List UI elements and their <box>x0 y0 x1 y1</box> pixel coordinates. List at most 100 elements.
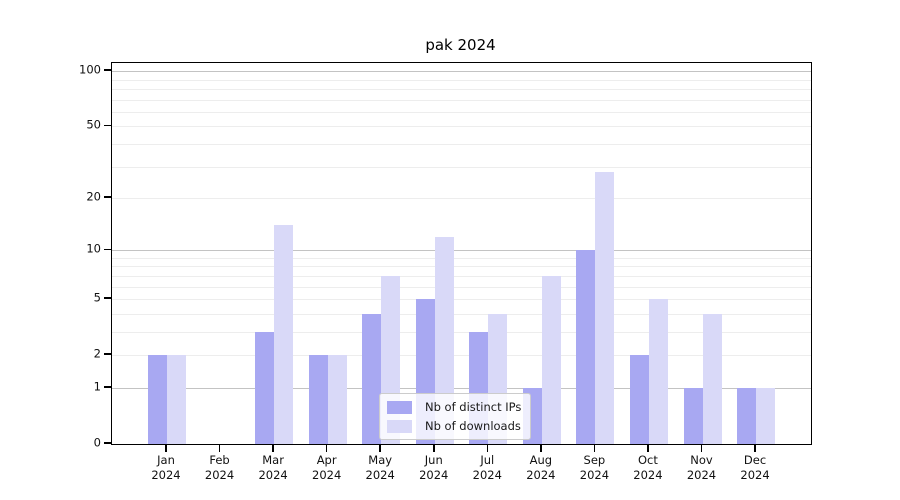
bar-downloads <box>327 355 347 444</box>
x-tick-mark <box>379 444 381 452</box>
x-tick-label-line: Feb <box>209 453 230 467</box>
bar-downloads <box>434 236 454 444</box>
bar-distinct-ips <box>255 332 275 444</box>
bar-distinct-ips <box>362 313 382 444</box>
gridline-minor <box>112 313 811 315</box>
x-tick-label-line: 2024 <box>312 468 342 482</box>
y-tick-label: 5 <box>93 290 101 305</box>
gridline-minor <box>112 257 811 259</box>
y-tick-label: 100 <box>79 62 101 77</box>
y-tick-mark <box>103 196 111 198</box>
y-tick-mark <box>103 248 111 250</box>
bar-distinct-ips <box>148 355 167 444</box>
x-tick-label-line: May <box>368 453 393 467</box>
legend-item-distinct-ips: Nb of distinct IPs <box>387 400 521 414</box>
x-tick-label: Jul 2024 <box>447 453 527 483</box>
bar-distinct-ips <box>629 355 649 444</box>
chart-title: pak 2024 <box>425 36 496 54</box>
plot-area: Nb of distinct IPs Nb of downloads <box>111 62 812 445</box>
x-tick-label-line: Apr <box>316 453 337 467</box>
x-tick-label-line: Dec <box>743 453 767 467</box>
x-tick-mark <box>593 444 596 452</box>
x-tick-label-line: Aug <box>529 453 553 467</box>
bar-downloads <box>167 355 186 444</box>
gridline-minor <box>112 331 811 333</box>
x-tick-label-line: Sep <box>583 453 606 467</box>
y-tick-label: 20 <box>86 189 101 204</box>
gridline-minor <box>112 143 811 145</box>
y-tick-mark <box>103 353 111 355</box>
gridline-minor <box>112 266 811 268</box>
x-tick-mark <box>165 444 167 452</box>
y-tick-label: 10 <box>86 241 101 256</box>
legend-item-downloads: Nb of downloads <box>387 419 521 433</box>
y-tick-mark <box>103 386 111 388</box>
x-tick-mark <box>700 444 703 452</box>
x-tick-label-line: 2024 <box>526 468 556 482</box>
bar-distinct-ips <box>683 388 703 444</box>
x-tick-label: Nov 2024 <box>662 453 742 483</box>
gridline-minor <box>112 79 811 81</box>
bar-distinct-ips <box>308 355 328 444</box>
gridline-major <box>112 71 811 73</box>
y-tick-label: 0 <box>93 435 101 450</box>
x-tick-label-line: 2024 <box>633 468 663 482</box>
legend-label-downloads: Nb of downloads <box>425 419 521 433</box>
x-tick-label-line: Jun <box>424 453 443 467</box>
x-tick-label: Dec 2024 <box>715 453 795 483</box>
x-tick-mark <box>754 444 756 452</box>
x-tick-label: Feb 2024 <box>180 453 260 483</box>
x-tick-mark <box>272 444 274 452</box>
x-tick-label-line: 2024 <box>204 468 235 482</box>
legend-label-distinct-ips: Nb of distinct IPs <box>425 400 522 414</box>
x-tick-label-line: 2024 <box>258 468 288 482</box>
gridline-minor <box>112 286 811 288</box>
x-tick-label: May 2024 <box>340 453 420 483</box>
bar-downloads <box>274 225 294 444</box>
x-tick-mark <box>540 444 542 452</box>
gridline-major <box>112 250 811 252</box>
x-tick-mark <box>647 444 649 452</box>
x-tick-label-line: Jan <box>157 453 175 467</box>
y-tick-mark <box>103 297 111 299</box>
gridline-minor <box>112 111 811 113</box>
x-tick-label-line: 2024 <box>686 468 717 482</box>
gridline-minor <box>112 99 811 101</box>
x-tick-label-line: 2024 <box>419 468 449 482</box>
bar-downloads <box>756 388 776 444</box>
x-tick-mark <box>325 444 328 452</box>
x-tick-label-line: 2024 <box>151 468 181 482</box>
x-tick-label-line: 2024 <box>472 468 502 482</box>
y-tick-mark <box>103 69 111 71</box>
gridline-major <box>112 387 811 389</box>
x-tick-label-line: Mar <box>262 453 284 467</box>
x-tick-label-line: Nov <box>690 453 713 467</box>
gridline-minor <box>112 88 811 90</box>
x-tick-label: Sep 2024 <box>554 453 634 483</box>
bar-downloads <box>595 171 615 444</box>
x-tick-label-line: Jul <box>480 453 495 467</box>
gridline-minor <box>112 126 811 128</box>
y-tick-mark <box>103 124 111 127</box>
legend: Nb of distinct IPs Nb of downloads <box>379 393 532 440</box>
y-tick-label: 1 <box>93 379 101 394</box>
bar-distinct-ips <box>576 250 596 444</box>
x-tick-label: Jun 2024 <box>394 453 474 483</box>
y-tick-label: 50 <box>86 117 101 132</box>
x-tick-label: Aug 2024 <box>501 453 581 483</box>
y-tick-mark <box>103 442 111 444</box>
bar-distinct-ips <box>737 388 757 444</box>
x-tick-label: Jan 2024 <box>126 453 206 483</box>
x-tick-label: Apr 2024 <box>287 453 367 483</box>
gridline-minor <box>112 166 811 168</box>
bar-downloads <box>648 299 668 444</box>
gridline-minor <box>112 198 811 199</box>
x-tick-mark <box>486 444 489 452</box>
x-tick-label: Oct 2024 <box>608 453 688 483</box>
x-tick-label-line: 2024 <box>579 468 610 482</box>
gridline-minor <box>112 355 811 357</box>
x-tick-label-line: Oct <box>637 453 658 467</box>
x-tick-mark <box>218 444 221 452</box>
bar-downloads <box>541 275 561 444</box>
